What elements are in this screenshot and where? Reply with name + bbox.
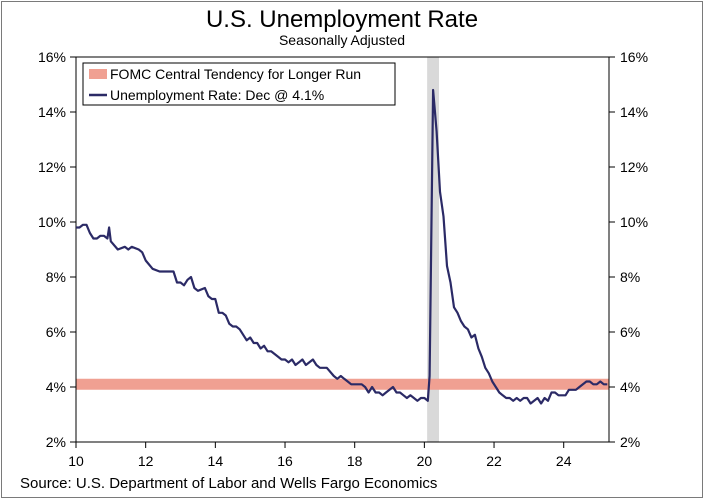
y-tick-label-left: 10%: [38, 214, 66, 230]
legend-swatch-fomc: [89, 69, 107, 79]
y-tick-label-right: 12%: [620, 159, 648, 175]
y-tick-label-right: 10%: [620, 214, 648, 230]
legend-label-unemployment: Unemployment Rate: Dec @ 4.1%: [110, 87, 324, 103]
y-tick-label-left: 6%: [46, 324, 66, 340]
y-tick-label-right: 14%: [620, 104, 648, 120]
unemployment-rate-line: [76, 88, 608, 405]
x-tick-label: 22: [486, 453, 502, 469]
x-tick-label: 12: [138, 453, 154, 469]
y-tick-label-left: 14%: [38, 104, 66, 120]
recession-shade: [427, 57, 439, 442]
y-tick-label-right: 4%: [620, 379, 640, 395]
legend-box: [82, 62, 396, 106]
y-tick-label-left: 2%: [46, 434, 66, 450]
x-tick-label: 14: [208, 453, 224, 469]
x-tick-label: 16: [277, 453, 293, 469]
x-tick-label: 20: [417, 453, 433, 469]
chart-subtitle: Seasonally Adjusted: [279, 32, 405, 48]
y-tick-label-left: 4%: [46, 379, 66, 395]
x-tick-label: 10: [68, 453, 84, 469]
fomc-band: [76, 378, 609, 390]
legend: FOMC Central Tendency for Longer Run Une…: [82, 62, 396, 106]
y-tick-label-left: 16%: [38, 49, 66, 65]
y-tick-label-left: 8%: [46, 269, 66, 285]
y-tick-label-left: 12%: [38, 159, 66, 175]
y-tick-label-right: 2%: [620, 434, 640, 450]
source-note: Source: U.S. Department of Labor and Wel…: [20, 475, 437, 492]
plot-area: 2% 2% 4% 4% 6% 6% 8% 8% 10% 10% 12% 12% 14% 14% 16% 16%…: [38, 49, 648, 469]
x-tick-label: 18: [347, 453, 363, 469]
x-tick-label: 24: [556, 453, 572, 469]
y-tick-label-right: 6%: [620, 324, 640, 340]
y-tick-label-right: 16%: [620, 49, 648, 65]
plot-border: [75, 56, 610, 443]
legend-label-fomc: FOMC Central Tendency for Longer Run: [110, 66, 361, 82]
y-tick-label-right: 8%: [620, 269, 640, 285]
chart-title: U.S. Unemployment Rate: [206, 6, 478, 33]
